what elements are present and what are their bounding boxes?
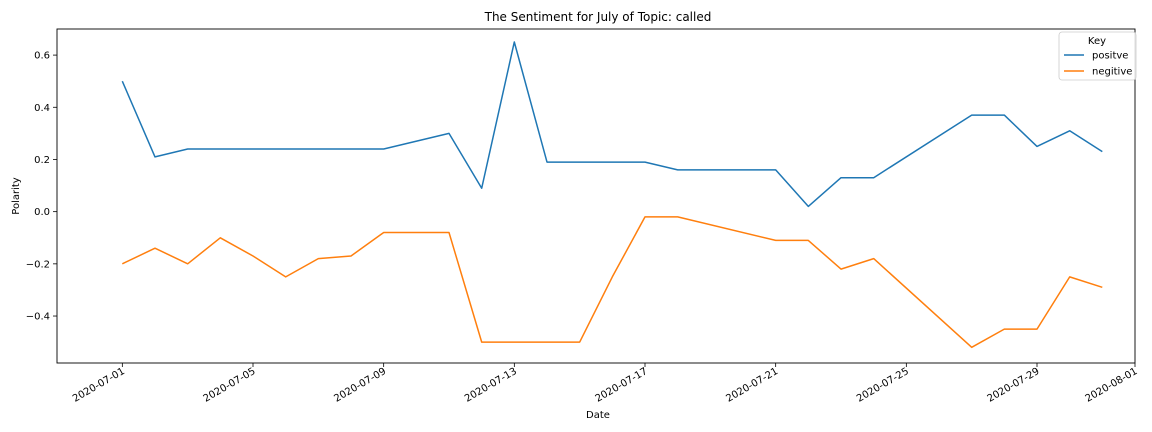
legend-label-negitive: negitive (1092, 67, 1132, 78)
plot-frame (56, 28, 1136, 364)
legend-title: Key (1088, 36, 1106, 47)
y-tick-label: 0.6 (34, 51, 50, 62)
series-line-negitive (121, 216, 1103, 349)
y-axis: −0.4 −0.2 0.0 0.2 0.4 0.6 (26, 51, 57, 323)
legend-box (1058, 31, 1137, 81)
legend-label-positve: positve (1092, 51, 1128, 62)
y-tick-label: 0.0 (34, 207, 50, 218)
y-tick-label: 0.2 (34, 155, 50, 166)
series-lines (121, 41, 1103, 349)
y-tick-label: 0.4 (34, 103, 50, 114)
y-tick-label: −0.2 (26, 259, 50, 270)
x-axis-title: Date (586, 410, 610, 421)
y-axis-title: Polarity (11, 177, 22, 215)
y-tick-label: −0.4 (26, 312, 50, 323)
legend: Key positve negitive (1058, 31, 1137, 81)
chart-title: The Sentiment for July of Topic: called (484, 10, 712, 24)
series-line-positve (121, 41, 1103, 208)
